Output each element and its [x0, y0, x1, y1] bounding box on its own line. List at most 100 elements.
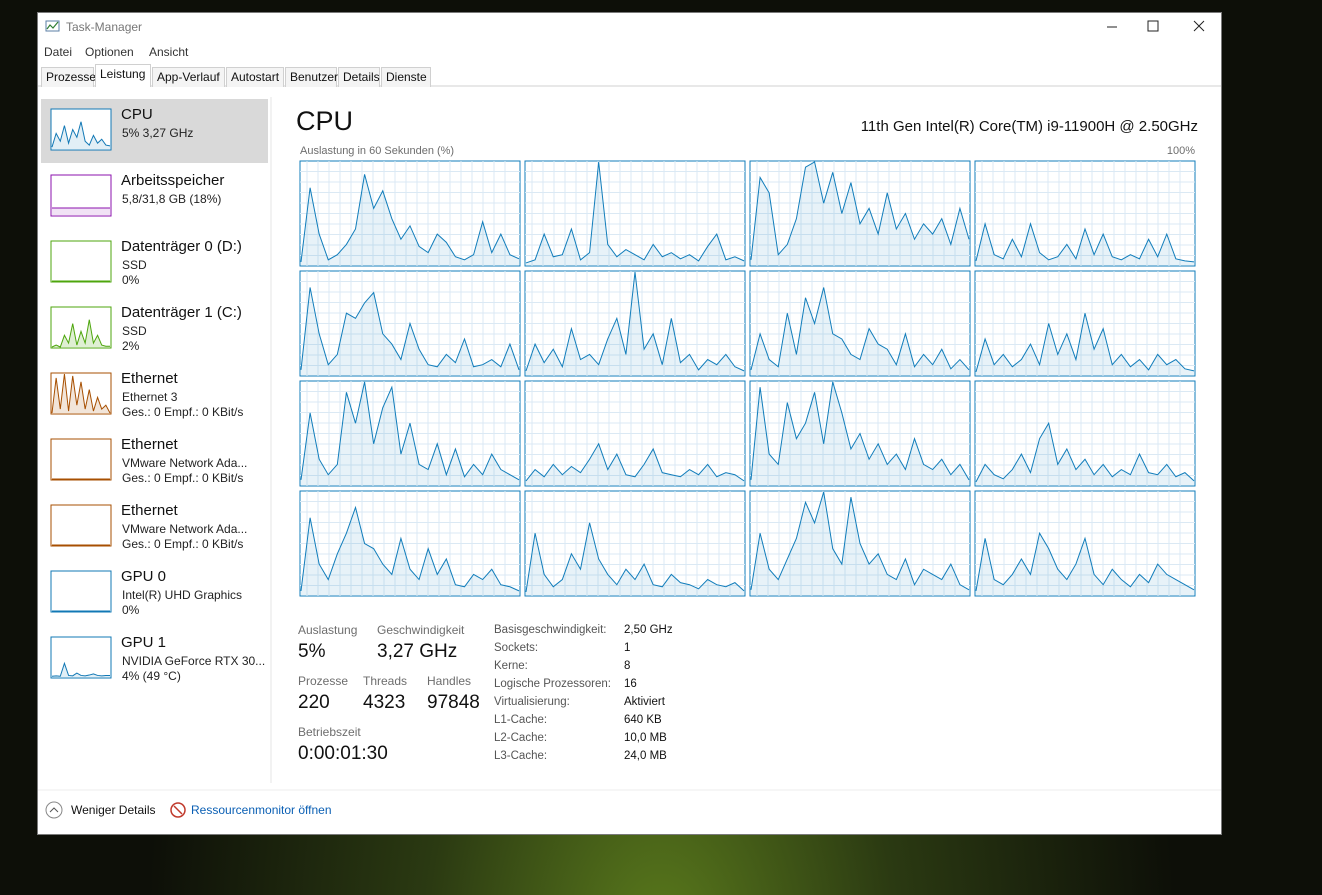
sidebar-detail: NVIDIA GeForce RTX 30...	[122, 654, 266, 668]
sidebar-title: Arbeitsspeicher	[121, 172, 225, 189]
detail-value: 10,0 MB	[624, 732, 667, 744]
tab[interactable]: Benutzer	[285, 67, 338, 87]
sidebar-detail: Ges.: 0 Empf.: 0 KBit/s	[122, 537, 244, 551]
sidebar-title: GPU 1	[121, 634, 167, 651]
detail-label: Virtualisierung:	[494, 696, 570, 708]
stat-value: 4323	[363, 692, 406, 713]
sidebar-detail: Ges.: 0 Empf.: 0 KBit/s	[122, 471, 244, 485]
menu-item[interactable]: Ansicht	[149, 45, 189, 59]
graph-line	[750, 381, 970, 481]
graph-line	[51, 373, 111, 414]
sidebar-detail: 2%	[122, 339, 140, 353]
tab[interactable]: Autostart	[226, 67, 284, 87]
sidebar-title: Ethernet	[121, 370, 178, 387]
graph-fill	[52, 663, 110, 677]
tab[interactable]: App-Verlauf	[152, 67, 225, 87]
sidebar-detail: SSD	[122, 324, 147, 338]
graph-line	[750, 287, 970, 371]
detail-label: Kerne:	[494, 660, 528, 672]
sidebar-detail: 5,8/31,8 GB (18%)	[122, 192, 222, 206]
graph-fill	[526, 522, 744, 595]
tab[interactable]: Leistung	[95, 64, 151, 87]
graph-line	[300, 287, 520, 371]
resource-monitor-link[interactable]: Ressourcenmonitor öffnen	[191, 803, 332, 817]
graph-fill	[301, 174, 519, 265]
stat-value: 97848	[427, 692, 480, 713]
detail-label: Basisgeschwindigkeit:	[494, 624, 607, 636]
detail-label: L2-Cache:	[494, 732, 548, 744]
graph-line	[51, 319, 110, 348]
graph-line	[975, 531, 1195, 591]
graph-fill	[526, 272, 744, 375]
sidebar-detail: Intel(R) UHD Graphics	[122, 588, 243, 602]
stat-label: Threads	[363, 674, 408, 688]
tab[interactable]: Details	[338, 67, 380, 87]
graph-line	[525, 271, 745, 372]
detail-label: Sockets:	[494, 642, 539, 654]
graph-fill	[301, 382, 519, 485]
detail-value: 24,0 MB	[624, 750, 667, 762]
graph-frame	[50, 174, 112, 217]
sidebar-detail: Ges.: 0 Empf.: 0 KBit/s	[122, 405, 244, 419]
graph-fill	[526, 162, 744, 265]
detail-value: 1	[624, 642, 631, 654]
stat-label: Handles	[427, 674, 472, 688]
stat-value: 3,27 GHz	[377, 641, 458, 662]
graph-line	[300, 505, 520, 592]
detail-label: L1-Cache:	[494, 714, 548, 726]
stat-value: 0:00:01:30	[298, 743, 388, 764]
resource-monitor-icon[interactable]	[170, 802, 186, 818]
sidebar-detail: VMware Network Ada...	[122, 522, 248, 536]
graph-line	[750, 161, 970, 260]
fewer-details-button[interactable]: Weniger Details	[71, 803, 156, 817]
detail-value: 640 KB	[624, 714, 662, 726]
graph-line	[300, 174, 520, 262]
graph-line	[51, 661, 110, 677]
sidebar-detail: SSD	[122, 258, 147, 272]
sidebar-title: CPU	[121, 106, 153, 123]
detail-label: Logische Prozessoren:	[494, 678, 611, 690]
graph-line	[975, 421, 1195, 483]
graph-fill	[52, 121, 110, 149]
stat-label: Betriebszeit	[298, 725, 361, 739]
menu-item[interactable]: Optionen	[85, 45, 134, 59]
detail-label: L3-Cache:	[494, 750, 548, 762]
stat-label: Prozesse	[298, 674, 349, 688]
sidebar-title: Ethernet	[121, 436, 178, 453]
detail-value: 16	[624, 678, 637, 690]
stat-label: Geschwindigkeit	[377, 623, 465, 637]
detail-value: 2,50 GHz	[624, 624, 673, 636]
menu-item[interactable]: Datei	[44, 45, 73, 59]
graph-fill	[301, 507, 519, 595]
graph-frame	[50, 108, 112, 151]
stat-value: 220	[298, 692, 330, 713]
stat-value: 5%	[298, 641, 326, 662]
sidebar-detail: Ethernet 3	[122, 390, 178, 404]
detail-value: 8	[624, 660, 631, 672]
sidebar-title: Ethernet	[121, 502, 178, 519]
graph-line	[975, 221, 1195, 263]
collapse-icon[interactable]	[45, 801, 63, 819]
graph-max: 100%	[1166, 145, 1195, 157]
tab[interactable]: Dienste	[381, 67, 431, 87]
graph-line	[525, 161, 745, 264]
sidebar-detail: 5% 3,27 GHz	[122, 126, 194, 140]
graph-line	[750, 491, 970, 591]
detail-value: Aktiviert	[624, 696, 665, 708]
graph-fill	[976, 423, 1194, 485]
tab[interactable]: Prozesse	[41, 67, 96, 87]
graph-frame	[50, 306, 112, 349]
close-button[interactable]	[1193, 20, 1205, 32]
sidebar-detail: 0%	[122, 273, 140, 287]
graph-frame	[50, 570, 112, 613]
graph-line	[51, 121, 111, 148]
graph-frame	[50, 504, 112, 547]
graph-fill	[526, 443, 744, 485]
graph-fill	[301, 287, 519, 375]
graph-fill	[976, 533, 1194, 595]
panel-title: CPU	[296, 106, 354, 136]
sidebar-title: GPU 0	[121, 568, 167, 585]
maximize-button[interactable]	[1147, 20, 1159, 32]
